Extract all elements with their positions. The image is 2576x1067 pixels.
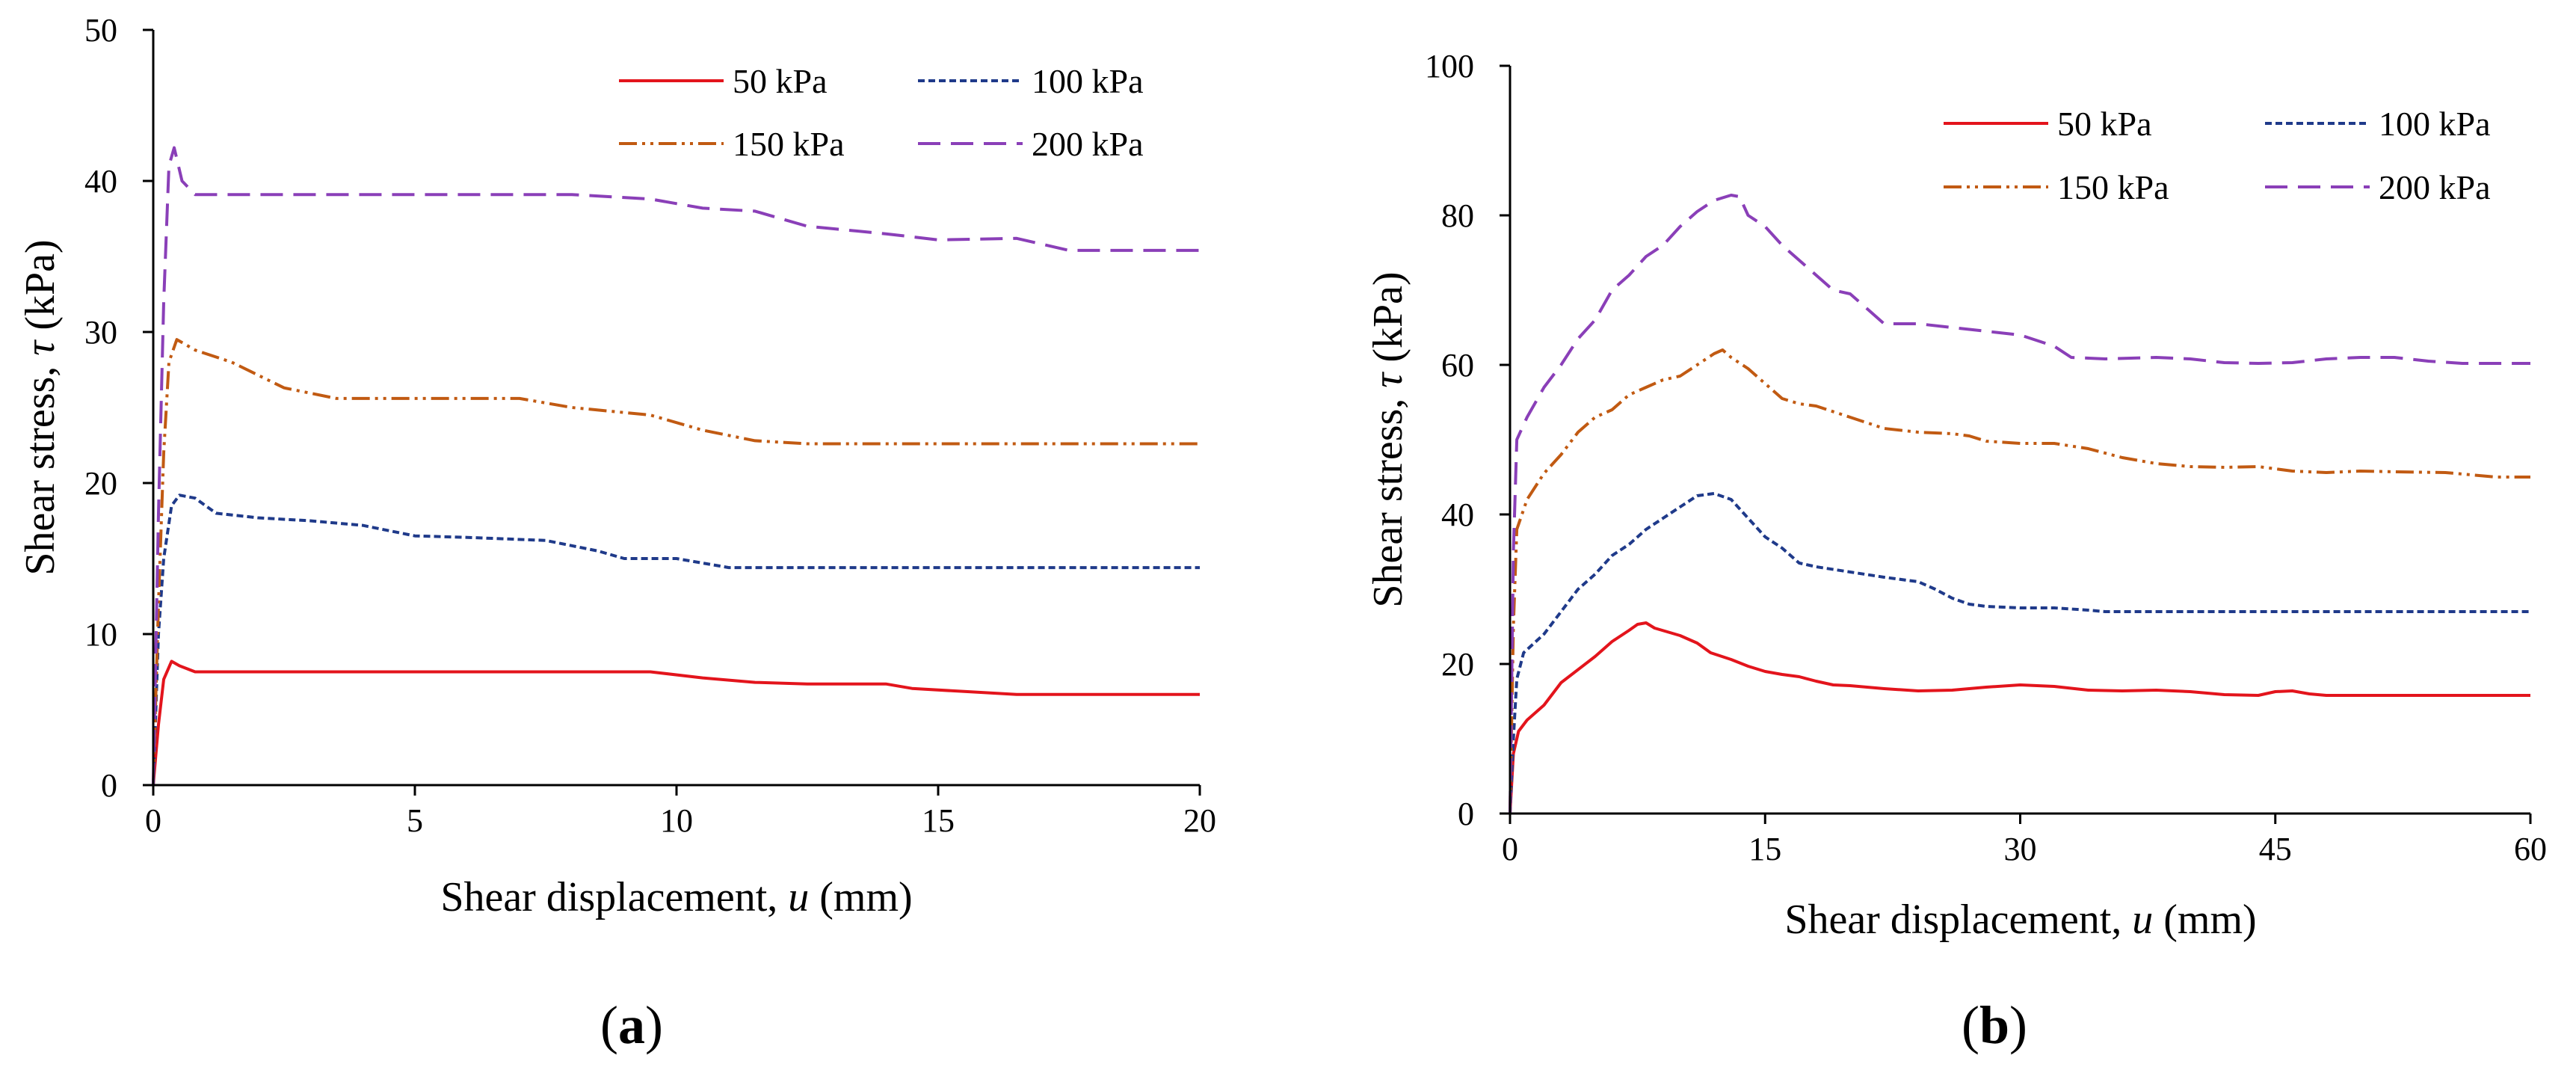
x-tick-label: 15 <box>922 802 955 839</box>
legend-label-a-200: 200 kPa <box>1032 125 1144 163</box>
chart-a: 0 5 10 15 20 0 10 20 30 40 50 Shear displacement, … <box>17 12 1216 1055</box>
plot-area-a <box>152 146 1200 786</box>
series-line-b-50 <box>1509 621 2530 814</box>
y-tick-label: 60 <box>1441 347 1474 384</box>
y-tick-label: 10 <box>84 616 117 653</box>
x-tick-label: 45 <box>2259 831 2292 867</box>
y-axis-label-b: Shear stress, τ (kPa) <box>1365 271 1411 607</box>
x-axis-label-b: Shear displacement, u (mm) <box>1784 897 2256 943</box>
series-line-a-200 <box>152 146 1200 786</box>
x-axis-label-a: Shear displacement, u (mm) <box>440 874 912 920</box>
y-tick-label: 50 <box>84 12 117 49</box>
legend-label-a-150: 150 kPa <box>733 125 845 163</box>
series-line-b-150 <box>1509 348 2530 814</box>
legend-label-b-150: 150 kPa <box>2057 168 2169 206</box>
series-line-a-100 <box>152 493 1200 786</box>
y-tick-label: 40 <box>84 163 117 200</box>
legend-label-a-50: 50 kPa <box>733 62 828 100</box>
series-line-a-150 <box>152 338 1200 786</box>
series-line-a-50 <box>152 659 1200 786</box>
x-tick-label: 60 <box>2514 831 2547 867</box>
y-tick-label: 0 <box>1458 796 1474 832</box>
y-tick-label: 0 <box>101 767 117 804</box>
legend-label-b-100: 100 kPa <box>2379 105 2491 143</box>
y-tick-label: 40 <box>1441 496 1474 533</box>
x-tick-label: 30 <box>2004 831 2037 867</box>
plot-area-b <box>1509 194 2530 814</box>
x-tick-label: 20 <box>1183 802 1216 839</box>
y-tick-label: 20 <box>84 465 117 502</box>
y-axis-label-a: Shear stress, τ (kPa) <box>17 239 64 575</box>
chart-b: 0 15 30 45 60 0 20 40 60 80 100 Shear displacement… <box>1365 48 2547 1055</box>
ticks-a: 0 5 10 15 20 0 10 20 30 40 50 <box>84 12 1216 839</box>
series-line-b-100 <box>1509 492 2530 814</box>
legend-a: 50 kPa 100 kPa 150 kPa 200 kPa <box>619 62 1144 163</box>
legend-label-b-200: 200 kPa <box>2379 168 2491 206</box>
panel-label-b: (b) <box>1962 995 2027 1055</box>
y-tick-label: 80 <box>1441 197 1474 234</box>
legend-b: 50 kPa 100 kPa 150 kPa 200 kPa <box>1944 105 2491 206</box>
x-tick-label: 10 <box>660 802 693 839</box>
legend-label-a-100: 100 kPa <box>1032 62 1144 100</box>
x-tick-label: 0 <box>1502 831 1518 867</box>
y-tick-label: 30 <box>84 314 117 351</box>
series-line-b-200 <box>1509 194 2530 814</box>
legend-label-b-50: 50 kPa <box>2057 105 2152 143</box>
x-tick-label: 5 <box>407 802 423 839</box>
x-tick-label: 0 <box>145 802 161 839</box>
panel-label-a: (a) <box>600 995 663 1055</box>
ticks-b: 0 15 30 45 60 0 20 40 60 80 100 <box>1425 48 2547 867</box>
y-tick-label: 100 <box>1425 48 1474 84</box>
y-tick-label: 20 <box>1441 646 1474 683</box>
x-tick-label: 15 <box>1748 831 1781 867</box>
